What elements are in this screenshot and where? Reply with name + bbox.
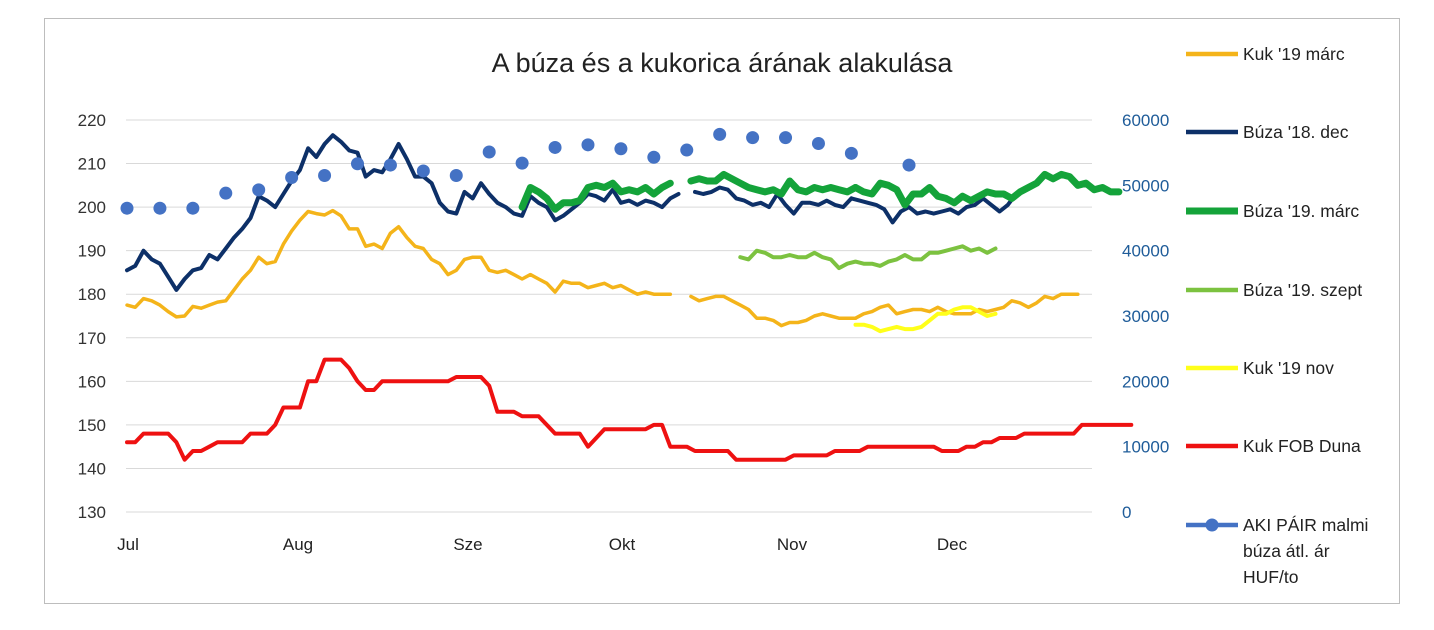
series-line xyxy=(125,208,673,319)
y-left-tick-label: 160 xyxy=(78,372,106,391)
legend-label: HUF/to xyxy=(1243,567,1298,587)
data-point xyxy=(779,131,793,145)
legend-item: Kuk '19 nov xyxy=(1186,358,1334,378)
series-line xyxy=(125,357,1134,462)
data-point xyxy=(746,131,760,145)
data-point xyxy=(318,169,332,183)
series-4 xyxy=(853,305,998,334)
chart-title: A búza és a kukorica árának alakulása xyxy=(492,48,954,78)
legend-item: Kuk FOB Duna xyxy=(1186,436,1361,456)
y-right-tick-label: 50000 xyxy=(1122,176,1169,195)
y-left-tick-label: 150 xyxy=(78,416,106,435)
legend-label: búza átl. ár xyxy=(1243,541,1330,561)
legend-label: Búza '19. márc xyxy=(1243,201,1359,221)
series-line xyxy=(689,294,858,328)
series-3 xyxy=(738,244,998,271)
series-0 xyxy=(125,208,1080,328)
legend-item: Búza '18. dec xyxy=(1186,122,1349,142)
data-point xyxy=(811,137,825,151)
series-line xyxy=(853,292,1080,320)
data-point xyxy=(515,156,529,170)
y-right-tick-label: 10000 xyxy=(1122,438,1169,457)
y-right-tick-label: 60000 xyxy=(1122,111,1169,130)
y-right-tick-label: 30000 xyxy=(1122,307,1169,326)
data-point xyxy=(902,158,916,172)
x-tick-label: Dec xyxy=(937,535,968,554)
tick-layer: 130 140 150 160 170 180 190 200 210 220 0 10000 2000… xyxy=(78,111,1170,554)
y-right-tick-label: 40000 xyxy=(1122,242,1169,261)
data-point xyxy=(383,158,397,172)
data-point xyxy=(186,201,200,215)
y-right-tick-label: 0 xyxy=(1122,503,1131,522)
series-line xyxy=(849,192,1018,225)
y-left-tick-label: 130 xyxy=(78,503,106,522)
x-tick-label: Okt xyxy=(609,535,636,554)
series-line xyxy=(738,244,998,271)
data-point xyxy=(548,140,562,154)
series-line xyxy=(125,133,681,292)
legend-item: Búza '19. márc xyxy=(1186,201,1359,221)
series-layer xyxy=(120,127,1134,462)
y-left-tick-label: 140 xyxy=(78,459,106,478)
legend-marker xyxy=(1205,518,1219,532)
data-point xyxy=(350,157,364,171)
grid-layer xyxy=(126,119,1092,513)
x-tick-label: Nov xyxy=(777,535,808,554)
series-line xyxy=(687,170,859,198)
data-point xyxy=(614,142,628,156)
legend-item: Kuk '19 márc xyxy=(1186,44,1345,64)
y-left-tick-label: 200 xyxy=(78,198,106,217)
x-tick-label: Sze xyxy=(453,535,482,554)
data-point xyxy=(120,201,134,215)
series-2 xyxy=(518,170,1123,213)
legend-layer: Kuk '19 márc Búza '18. dec Búza '19. márc B… xyxy=(1186,44,1368,587)
data-point xyxy=(581,138,595,152)
series-6 xyxy=(120,127,916,215)
data-point xyxy=(449,169,463,183)
data-point xyxy=(416,164,430,178)
data-point xyxy=(482,145,496,159)
series-5 xyxy=(125,357,1134,462)
series-line xyxy=(853,305,998,334)
data-point xyxy=(647,150,661,164)
series-line xyxy=(852,170,1123,209)
series-line xyxy=(518,179,674,213)
legend-label: Búza '18. dec xyxy=(1243,122,1349,142)
x-tick-label: Aug xyxy=(283,535,313,554)
data-point xyxy=(219,186,233,200)
legend-label: AKI PÁIR malmi xyxy=(1243,515,1368,535)
y-left-tick-label: 170 xyxy=(78,329,106,348)
legend-item: AKI PÁIR malmi búza átl. ár HUF/to xyxy=(1186,515,1368,587)
y-left-tick-label: 190 xyxy=(78,242,106,261)
y-left-tick-label: 220 xyxy=(78,111,106,130)
legend-label: Kuk '19 márc xyxy=(1243,44,1345,64)
x-tick-label: Jul xyxy=(117,535,139,554)
data-point xyxy=(844,146,858,160)
y-left-tick-label: 210 xyxy=(78,155,106,174)
data-point xyxy=(153,201,167,215)
legend-label: Búza '19. szept xyxy=(1243,280,1362,300)
series-line xyxy=(693,185,854,216)
y-left-tick-label: 180 xyxy=(78,285,106,304)
legend-label: Kuk '19 nov xyxy=(1243,358,1334,378)
data-point xyxy=(252,183,266,197)
y-right-tick-label: 20000 xyxy=(1122,372,1169,391)
data-point xyxy=(680,143,694,157)
data-point xyxy=(713,127,727,141)
chart-frame xyxy=(44,18,1400,604)
legend-item: Búza '19. szept xyxy=(1186,280,1362,300)
data-point xyxy=(285,170,299,184)
legend-label: Kuk FOB Duna xyxy=(1243,436,1361,456)
